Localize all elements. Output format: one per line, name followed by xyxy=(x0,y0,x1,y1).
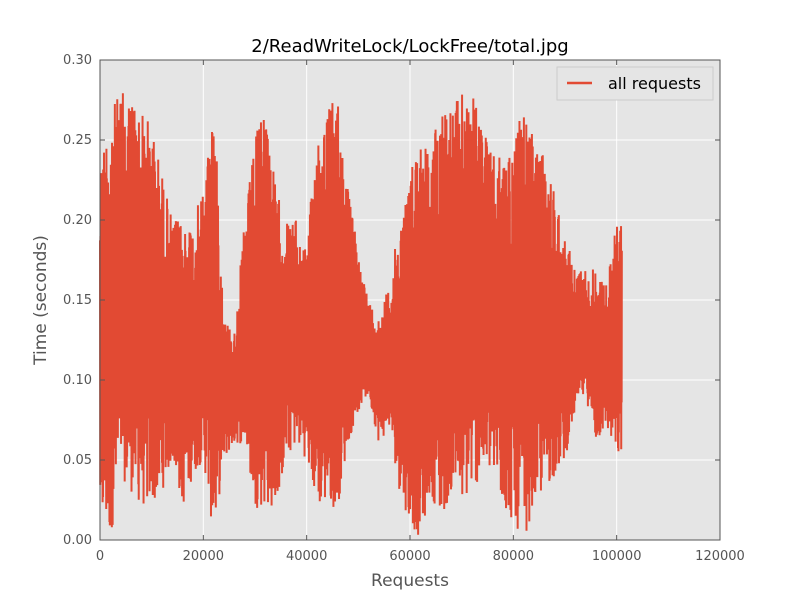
legend: all requests xyxy=(556,66,714,101)
x-tick-label: 0 xyxy=(96,549,104,564)
x-tick-label: 100000 xyxy=(592,549,642,564)
x-tick-label: 40000 xyxy=(286,549,327,564)
y-tick-label: 0.30 xyxy=(63,53,92,68)
x-tick-label: 20000 xyxy=(183,549,224,564)
y-tick-labels: 0.00 0.05 0.10 0.15 0.20 0.25 0.30 xyxy=(63,53,92,548)
x-axis-title: Requests xyxy=(371,571,449,591)
axes-frame xyxy=(99,59,721,541)
y-tick-label: 0.10 xyxy=(63,373,92,388)
y-tick-label: 0.15 xyxy=(63,293,92,308)
x-tick-label: 80000 xyxy=(493,549,534,564)
series-line-all-requests xyxy=(99,93,623,535)
y-axis-title: Time (seconds) xyxy=(31,235,51,366)
y-tick-label: 0.05 xyxy=(63,453,92,468)
chart-title: 2/ReadWriteLock/LockFree/total.jpg xyxy=(251,36,568,57)
legend-label: all requests xyxy=(608,74,701,93)
x-tick-label: 60000 xyxy=(389,549,430,564)
x-tick-label: 120000 xyxy=(695,549,745,564)
x-tick-labels: 0 20000 40000 60000 80000 100000 120000 xyxy=(96,549,745,564)
y-tick-label: 0.25 xyxy=(63,133,92,148)
y-tick-label: 0.00 xyxy=(63,533,92,548)
y-tick-label: 0.20 xyxy=(63,213,92,228)
